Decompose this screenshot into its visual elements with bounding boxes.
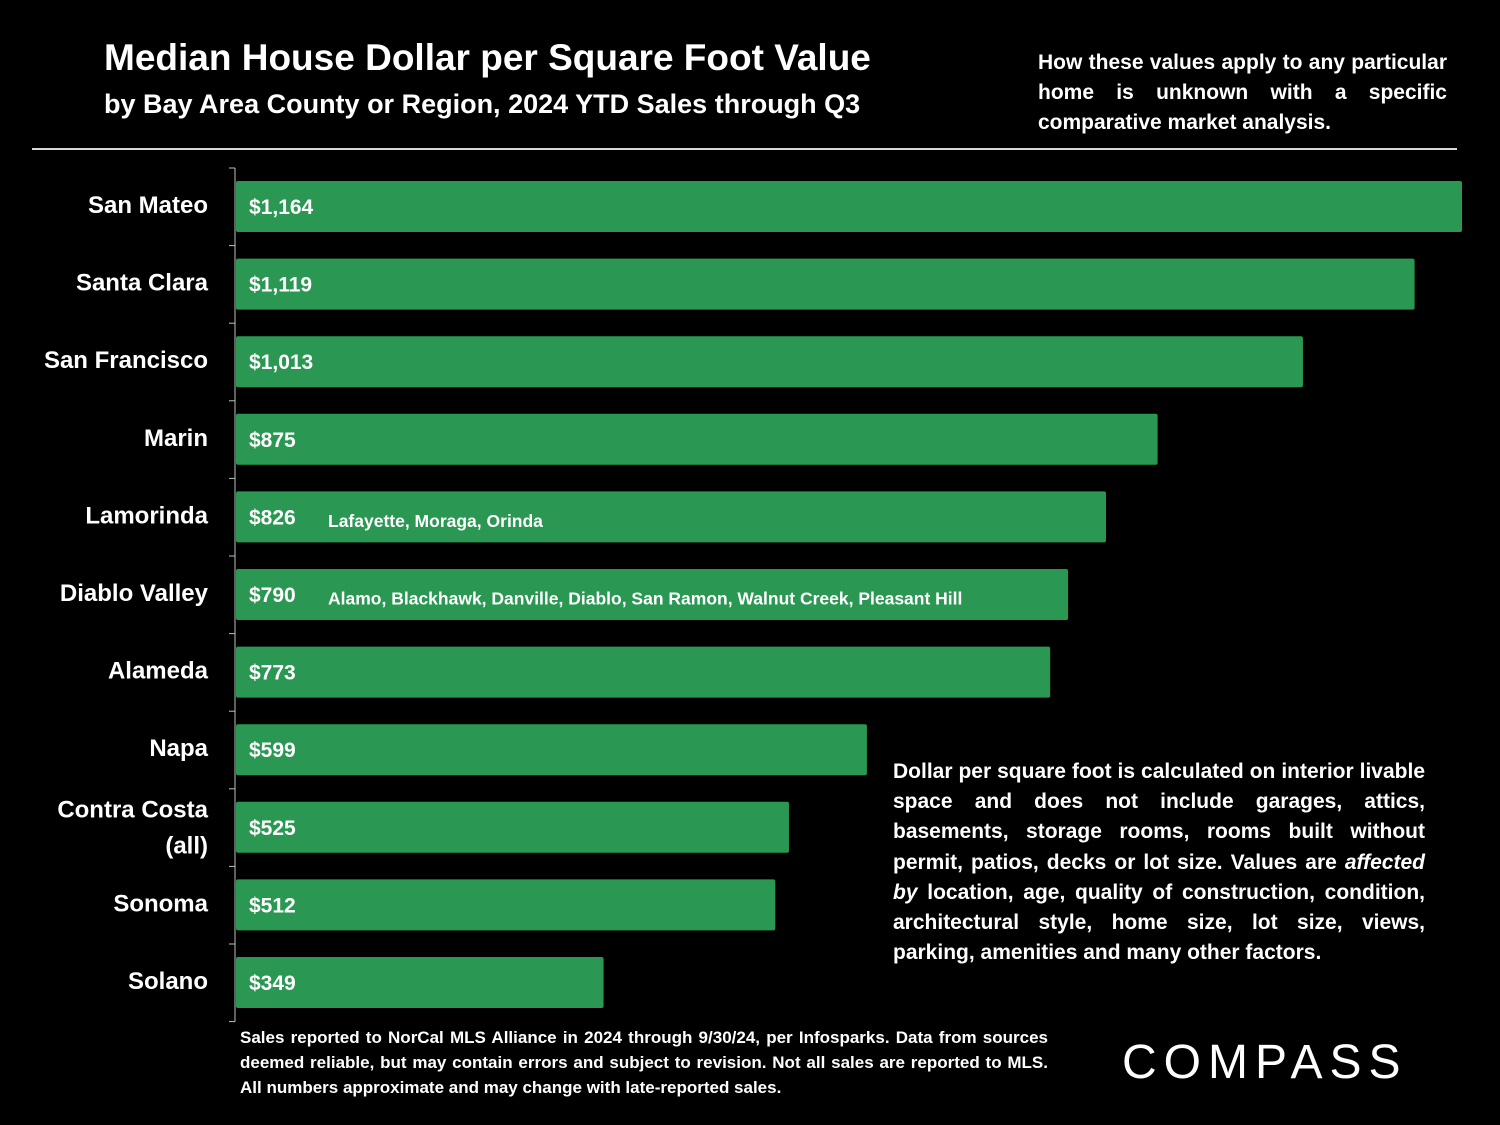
category-label: Diablo Valley (60, 580, 209, 607)
value-label: $599 (249, 739, 296, 762)
bar (236, 957, 604, 1008)
bar (236, 801, 789, 853)
side-note-text-before: Dollar per square foot is calculated on … (893, 760, 1425, 874)
category-label: Marin (144, 425, 208, 452)
category-label: Solano (128, 968, 208, 995)
side-note-emphasis: affected by (893, 850, 1425, 904)
value-label: $1,119 (249, 274, 312, 297)
value-label: $773 (249, 662, 296, 685)
bar (236, 879, 776, 931)
category-label: Contra Costa (all) (57, 796, 208, 859)
bar (236, 258, 1415, 310)
value-label: $1,013 (249, 351, 313, 374)
category-label: San Mateo (88, 192, 208, 219)
value-label: $512 (249, 894, 296, 917)
category-label: Lamorinda (85, 502, 208, 529)
bar (236, 181, 1462, 232)
chart-subtitle: by Bay Area County or Region, 2024 YTD S… (104, 89, 861, 119)
bar (236, 724, 867, 776)
value-label: $875 (249, 429, 296, 452)
compass-logo: COMPASS (1122, 1036, 1408, 1089)
bar (236, 413, 1158, 465)
value-label: $790 (249, 584, 296, 607)
value-label: $826 (249, 506, 296, 529)
value-label: $1,164 (249, 196, 314, 219)
category-label: San Francisco (44, 347, 208, 374)
value-label: $349 (249, 972, 296, 995)
category-label: Sonoma (113, 890, 208, 917)
category-label: Alameda (108, 658, 209, 685)
bar (236, 336, 1303, 388)
header-divider (32, 148, 1457, 150)
bar-annotation: Alamo, Blackhawk, Danville, Diablo, San … (328, 589, 962, 609)
chart-title: Median House Dollar per Square Foot Valu… (104, 37, 871, 78)
side-note-text-after: location, age, quality of construction, … (893, 880, 1425, 965)
bar (236, 569, 1069, 620)
bar-annotation: Lafayette, Moraga, Orinda (328, 511, 543, 531)
value-label: $525 (249, 817, 296, 840)
bar (236, 646, 1051, 698)
category-label: Santa Clara (76, 270, 209, 297)
side-note: Dollar per square foot is calculated on … (893, 757, 1425, 968)
footnote: Sales reported to NorCal MLS Alliance in… (240, 1028, 1048, 1097)
top-note: How these values apply to any particular… (1038, 51, 1447, 134)
category-label: Napa (149, 735, 208, 762)
bar (236, 491, 1106, 543)
